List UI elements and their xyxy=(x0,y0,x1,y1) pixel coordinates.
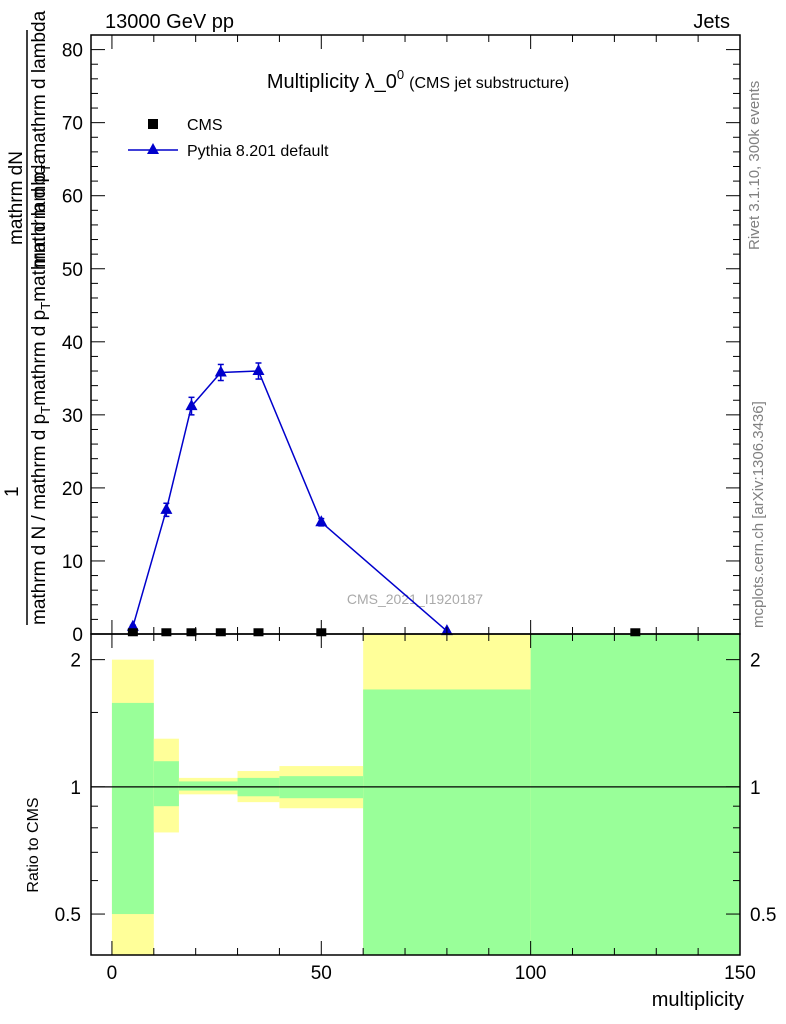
cms-point-3 xyxy=(215,628,226,637)
ratio-xtick-label-50: 50 xyxy=(311,963,332,984)
ratio-ytick-label-right-1: 1 xyxy=(750,778,761,799)
x-axis-label: multiplicity xyxy=(652,989,744,1011)
mcplots-label: mcplots.cern.ch [arXiv:1306.3436] xyxy=(750,401,767,628)
ratio-ytick-label-2: 2 xyxy=(70,651,81,672)
ratio-plot-frame xyxy=(90,633,741,956)
y-label-numerator: mathrm dN xyxy=(6,151,27,245)
axes: 0 10 20 30 40 50 60 70 80 0 50 100 150 0.5 0.5 1 1 2 2 mult… xyxy=(55,34,776,1011)
ratio-ytick-label-0.5: 0.5 xyxy=(55,905,81,926)
legend-cms-marker xyxy=(148,119,158,129)
chart-title-note: (CMS jet substructure) xyxy=(409,75,569,92)
ratio-inner-band-1 xyxy=(153,761,179,807)
ratio-bands xyxy=(91,634,740,955)
cms-point-4 xyxy=(253,628,264,637)
main-y-axis-label: mathrm dN mathrm d pT mathrm d lambda 1 … xyxy=(2,10,53,625)
main-ytick-label-20: 20 xyxy=(62,479,83,500)
ratio-ytick-label-right-2: 2 xyxy=(750,651,761,672)
legend: CMS Pythia 8.201 default xyxy=(128,117,329,160)
rivet-label: Rivet 3.1.10, 300k events xyxy=(746,81,763,250)
legend-pythia-marker xyxy=(147,143,159,154)
pythia-point-5 xyxy=(315,515,328,527)
ratio-inner-band-0 xyxy=(111,702,154,915)
main-ytick-label-60: 60 xyxy=(62,187,83,208)
pythia-point-1 xyxy=(160,502,173,514)
main-ytick-label-40: 40 xyxy=(62,333,83,354)
main-ytick-label-70: 70 xyxy=(62,114,83,135)
ratio-xtick-label-150: 150 xyxy=(724,963,756,984)
ratio-inner-band-6 xyxy=(530,634,740,955)
main-ytick-label-80: 80 xyxy=(62,41,83,62)
y-label-numerator-den: mathrm d pT mathrm d lambda xyxy=(29,10,53,268)
main-ytick-label-10: 10 xyxy=(62,552,83,573)
pythia-point-3 xyxy=(214,365,227,377)
ratio-inner-band-5 xyxy=(363,689,531,955)
ratio-xtick-label-100: 100 xyxy=(515,963,547,984)
main-ytick-label-50: 50 xyxy=(62,260,83,281)
header-jets-label: Jets xyxy=(693,11,730,33)
chart-title: Multiplicity λ_00 (CMS jet substructure) xyxy=(267,67,569,93)
cms-point-1 xyxy=(161,628,172,637)
main-ytick-label-30: 30 xyxy=(62,406,83,427)
pythia-point-0 xyxy=(126,619,139,631)
y-label-one: 1 xyxy=(2,486,23,497)
chart-title-main: Multiplicity λ_0 xyxy=(267,71,397,93)
ratio-inner-band-2 xyxy=(178,781,238,791)
legend-pythia-label: Pythia 8.201 default xyxy=(187,143,329,160)
pythia-point-4 xyxy=(252,364,265,376)
watermark: CMS_2021_I1920187 xyxy=(347,591,483,607)
header-energy-label: 13000 GeV pp xyxy=(105,11,234,33)
pythia-point-2 xyxy=(185,399,198,411)
ratio-ytick-label-right-0.5: 0.5 xyxy=(750,905,776,926)
chart-title-sup: 0 xyxy=(397,67,404,82)
y-label-denominator: mathrm d N / mathrm d pTmathrm d pTmathr… xyxy=(29,154,53,625)
ratio-ytick-label-1: 1 xyxy=(70,778,81,799)
cms-point-0 xyxy=(127,628,138,637)
cms-point-6 xyxy=(630,628,641,637)
ratio-xtick-label-0: 0 xyxy=(107,963,118,984)
main-ytick-label-0: 0 xyxy=(72,625,83,646)
legend-cms-label: CMS xyxy=(187,117,223,134)
ratio-y-axis-label: Ratio to CMS xyxy=(25,797,42,892)
cms-point-2 xyxy=(186,628,197,637)
